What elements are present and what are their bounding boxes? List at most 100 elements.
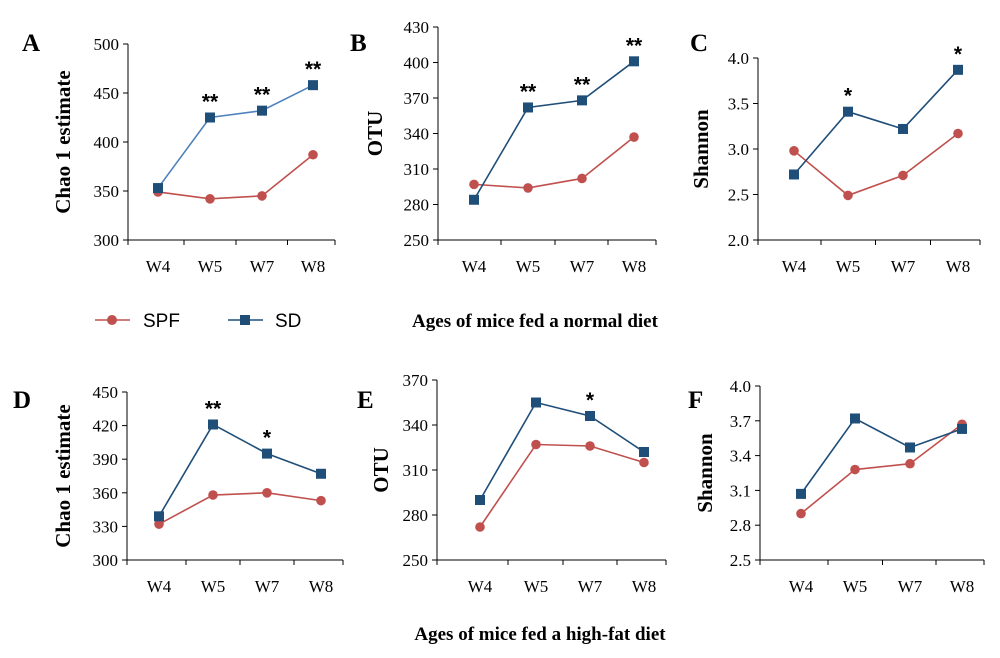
point-sd-c xyxy=(953,64,963,75)
y-tick-label-e: 340 xyxy=(403,416,429,435)
series-line-sd-a xyxy=(157,84,314,189)
series-line-sd-d xyxy=(158,423,322,517)
significance-label-a: ** xyxy=(254,84,271,107)
x-tick-label-c: W8 xyxy=(946,257,971,276)
point-sd-b xyxy=(577,95,587,106)
x-tick-label-f: W5 xyxy=(843,577,868,596)
x-tick-label-e: W7 xyxy=(578,577,603,596)
y-tick-label-c: 3.0 xyxy=(728,140,749,159)
series-line-spf-a xyxy=(157,154,314,200)
panel-letter-d: D xyxy=(13,387,31,414)
series-line-spf-f xyxy=(800,423,963,515)
series-line-spf-e xyxy=(479,443,645,528)
x-tick-label-a: W8 xyxy=(301,257,326,276)
x-tick-label-d: W8 xyxy=(309,577,334,596)
point-sd-a xyxy=(205,112,215,123)
y-tick-label-d: 360 xyxy=(93,484,119,503)
point-spf-a xyxy=(205,194,215,204)
panel-letter-b: B xyxy=(350,30,367,57)
y-tick-label-a: 350 xyxy=(94,182,120,201)
point-spf-b xyxy=(629,132,639,142)
point-spf-e xyxy=(475,522,485,532)
x-tick-label-d: W5 xyxy=(201,577,226,596)
y-axis-label-d: Chao 1 estimate xyxy=(51,404,75,547)
point-spf-d xyxy=(154,519,164,529)
point-spf-c xyxy=(953,128,963,139)
point-sd-b xyxy=(523,102,533,113)
y-tick-label-c: 2.0 xyxy=(728,231,749,250)
series-line-spf-d xyxy=(158,491,322,525)
y-tick-label-a: 500 xyxy=(94,35,120,54)
point-sd-d xyxy=(316,468,326,479)
point-sd-d xyxy=(154,511,164,522)
y-tick-label-f: 4.0 xyxy=(730,377,751,396)
legend-spf-label: SPF xyxy=(143,311,180,332)
point-spf-b xyxy=(577,173,587,184)
panel-letter-a: A xyxy=(22,30,40,57)
x-tick-label-c: W7 xyxy=(891,257,916,276)
y-tick-label-d: 300 xyxy=(93,551,119,570)
point-sd-f xyxy=(957,423,967,434)
point-spf-f xyxy=(850,464,860,475)
y-tick-label-f: 3.7 xyxy=(730,412,752,431)
y-tick-label-b: 370 xyxy=(404,89,430,108)
point-sd-a xyxy=(257,105,267,116)
y-tick-label-f: 3.4 xyxy=(730,447,752,466)
point-sd-a xyxy=(153,183,163,194)
panel-letter-e: E xyxy=(357,387,374,414)
point-spf-f xyxy=(905,458,915,469)
x-tick-label-b: W4 xyxy=(462,257,487,276)
y-tick-label-b: 400 xyxy=(404,54,430,73)
point-sd-c xyxy=(789,169,799,180)
legend: SPF SD xyxy=(95,311,301,332)
point-sd-d xyxy=(208,419,218,430)
point-sd-f xyxy=(796,488,806,499)
point-spf-d xyxy=(208,490,218,500)
panel-letter-f: F xyxy=(688,387,703,414)
panel-e: E 250 280 310 340 370 W4 W5 W7 W8 OTU * xyxy=(357,371,667,596)
panel-f: F 2.5 2.8 3.1 3.4 3.7 4.0 W4 W5 W7 W8 Shannon xyxy=(688,377,985,596)
point-sd-e xyxy=(585,411,595,421)
series-line-sd-c xyxy=(793,69,959,176)
y-axis-label-c: Shannon xyxy=(689,109,713,189)
y-tick-label-b: 310 xyxy=(404,160,430,179)
point-sd-e xyxy=(531,397,541,408)
significance-label-b: ** xyxy=(574,73,591,96)
significance-label-d: * xyxy=(263,427,272,450)
y-tick-label-d: 420 xyxy=(93,417,119,436)
significance-label-e: * xyxy=(586,389,595,412)
significance-label-d: ** xyxy=(205,397,222,420)
point-sd-c xyxy=(898,123,908,134)
y-tick-label-e: 280 xyxy=(403,506,429,525)
y-tick-label-f: 3.1 xyxy=(730,481,751,500)
point-spf-c xyxy=(789,146,799,156)
series-line-spf-b xyxy=(473,136,635,189)
x-tick-label-d: W4 xyxy=(147,577,172,596)
y-tick-label-d: 390 xyxy=(93,450,119,469)
panel-letter-c: C xyxy=(690,30,708,57)
y-tick-label-f: 2.5 xyxy=(730,551,751,570)
point-spf-e xyxy=(639,457,649,468)
panel-c: C 2.0 2.5 3.0 3.5 4.0 W4 W5 W7 W8 Shannon * * xyxy=(689,30,981,276)
series-line-sd-b xyxy=(473,60,635,201)
y-axis-label-f: Shannon xyxy=(693,433,717,513)
point-sd-e xyxy=(475,495,485,505)
x-tick-label-a: W7 xyxy=(250,257,275,276)
legend-spf-marker xyxy=(107,315,117,325)
y-tick-label-e: 310 xyxy=(403,461,429,480)
x-tick-label-c: W5 xyxy=(836,257,861,276)
group-title-high-fat-diet: Ages of mice fed a high-fat diet xyxy=(414,624,666,645)
point-spf-a xyxy=(308,149,318,160)
y-axis-label-a: Chao 1 estimate xyxy=(51,70,75,213)
y-tick-label-b: 280 xyxy=(404,196,430,215)
y-tick-label-d: 330 xyxy=(93,517,119,536)
point-spf-e xyxy=(531,439,541,450)
y-tick-label-a: 450 xyxy=(94,84,120,103)
legend-sd-label: SD xyxy=(275,311,301,332)
point-spf-c xyxy=(843,190,853,201)
point-spf-d xyxy=(262,488,272,498)
point-sd-f xyxy=(905,442,915,453)
point-sd-b xyxy=(469,194,479,205)
panel-a: A 300 350 400 450 500 W4 W5 W7 W8 Chao 1 estimate *… xyxy=(22,30,336,276)
x-tick-label-c: W4 xyxy=(782,257,807,276)
